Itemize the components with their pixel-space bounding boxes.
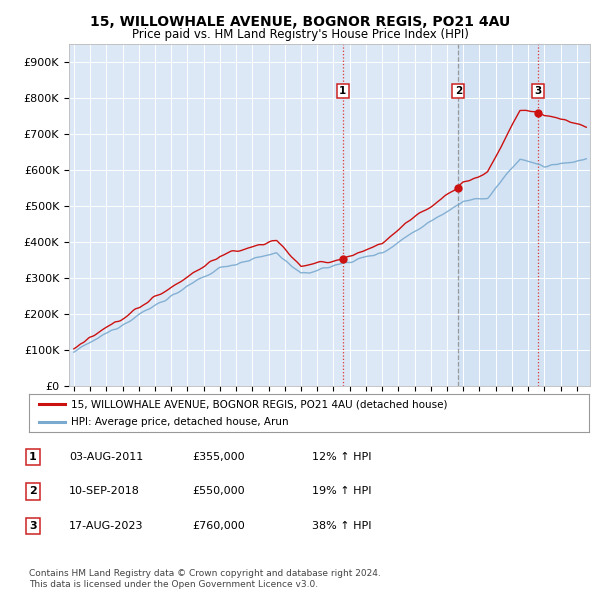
Text: Contains HM Land Registry data © Crown copyright and database right 2024.
This d: Contains HM Land Registry data © Crown c… <box>29 569 380 589</box>
Text: 1: 1 <box>29 453 37 462</box>
Bar <box>458 44 590 386</box>
Text: 1: 1 <box>339 86 347 96</box>
Text: HPI: Average price, detached house, Arun: HPI: Average price, detached house, Arun <box>71 417 289 427</box>
Text: £550,000: £550,000 <box>192 487 245 496</box>
Text: 3: 3 <box>29 522 37 531</box>
Text: 2: 2 <box>29 487 37 496</box>
Text: 10-SEP-2018: 10-SEP-2018 <box>69 487 140 496</box>
Text: Price paid vs. HM Land Registry's House Price Index (HPI): Price paid vs. HM Land Registry's House … <box>131 28 469 41</box>
Text: £355,000: £355,000 <box>192 453 245 462</box>
Text: 2: 2 <box>455 86 462 96</box>
Text: 19% ↑ HPI: 19% ↑ HPI <box>312 487 371 496</box>
Text: 17-AUG-2023: 17-AUG-2023 <box>69 522 143 531</box>
Text: 15, WILLOWHALE AVENUE, BOGNOR REGIS, PO21 4AU: 15, WILLOWHALE AVENUE, BOGNOR REGIS, PO2… <box>90 15 510 30</box>
Text: 3: 3 <box>535 86 542 96</box>
Text: £760,000: £760,000 <box>192 522 245 531</box>
Text: 15, WILLOWHALE AVENUE, BOGNOR REGIS, PO21 4AU (detached house): 15, WILLOWHALE AVENUE, BOGNOR REGIS, PO2… <box>71 399 448 409</box>
Text: 03-AUG-2011: 03-AUG-2011 <box>69 453 143 462</box>
Text: 12% ↑ HPI: 12% ↑ HPI <box>312 453 371 462</box>
Text: 38% ↑ HPI: 38% ↑ HPI <box>312 522 371 531</box>
